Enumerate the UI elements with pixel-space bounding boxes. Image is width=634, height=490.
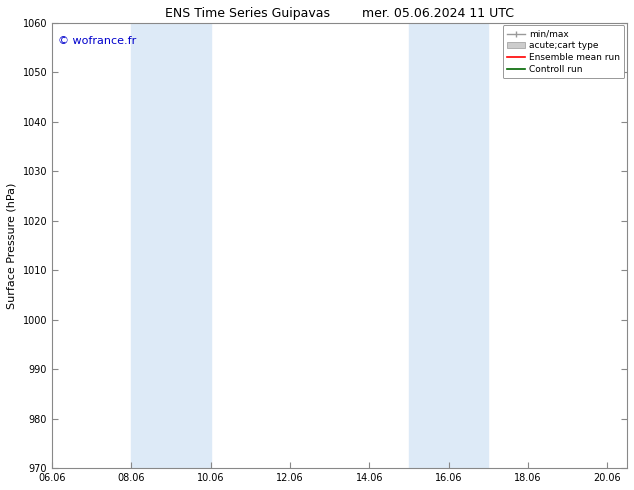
- Text: © wofrance.fr: © wofrance.fr: [58, 36, 136, 46]
- Title: ENS Time Series Guipavas        mer. 05.06.2024 11 UTC: ENS Time Series Guipavas mer. 05.06.2024…: [165, 7, 514, 20]
- Bar: [409, 23, 488, 468]
- Y-axis label: Surface Pressure (hPa): Surface Pressure (hPa): [7, 182, 17, 309]
- Bar: [131, 23, 210, 468]
- Legend: min/max, acute;cart type, Ensemble mean run, Controll run: min/max, acute;cart type, Ensemble mean …: [503, 25, 624, 78]
